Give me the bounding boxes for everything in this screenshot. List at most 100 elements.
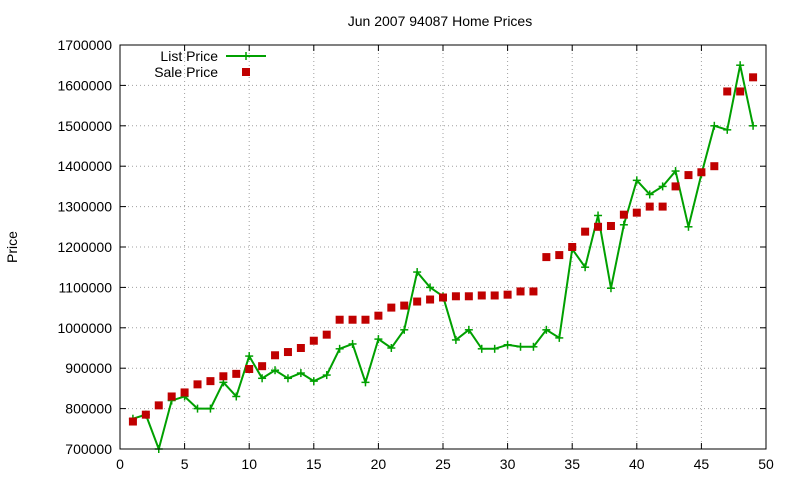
x-tick-label: 30 xyxy=(500,456,516,472)
data-point xyxy=(581,227,590,236)
data-point xyxy=(387,344,396,352)
grid-lines xyxy=(120,45,766,449)
data-point xyxy=(400,301,409,310)
data-point xyxy=(242,52,250,60)
axis-ticks: 0 5 10 15 20 25 30 35 40 45 50 700000 800000 900000 10… xyxy=(57,37,774,472)
data-point xyxy=(128,417,137,426)
legend-label: Sale Price xyxy=(154,64,218,80)
data-point xyxy=(374,335,383,344)
y-tick-label: 1100000 xyxy=(59,279,113,295)
data-point xyxy=(258,362,267,371)
data-point xyxy=(206,404,215,413)
data-point xyxy=(245,365,254,374)
data-point xyxy=(258,374,267,383)
data-point xyxy=(309,336,318,345)
data-point xyxy=(503,290,512,299)
data-point xyxy=(710,121,719,130)
data-point xyxy=(529,287,538,296)
data-point xyxy=(451,292,460,301)
data-point xyxy=(232,369,241,378)
legend-swatch xyxy=(242,68,250,76)
data-point xyxy=(374,311,383,320)
data-point xyxy=(529,342,538,351)
data-point xyxy=(490,291,499,300)
x-tick-label: 0 xyxy=(116,456,124,472)
data-point xyxy=(180,388,189,397)
data-point xyxy=(219,372,228,381)
data-point xyxy=(697,168,706,177)
data-point xyxy=(477,344,486,353)
y-tick-label: 1600000 xyxy=(57,77,112,93)
data-point xyxy=(451,335,460,344)
data-point xyxy=(232,392,241,401)
data-point xyxy=(426,295,435,304)
data-point xyxy=(684,171,693,180)
data-point xyxy=(387,303,396,312)
data-point xyxy=(193,404,202,413)
data-point xyxy=(245,352,254,361)
data-point xyxy=(723,125,732,134)
data-point xyxy=(632,176,641,185)
data-point xyxy=(671,182,680,191)
y-tick-label: 1000000 xyxy=(57,320,112,336)
data-point xyxy=(283,374,292,383)
data-point xyxy=(516,342,525,351)
data-point xyxy=(710,162,719,171)
data-point xyxy=(606,221,615,230)
data-point xyxy=(464,292,473,301)
data-point xyxy=(594,222,603,231)
data-point xyxy=(723,87,732,96)
data-point xyxy=(542,325,551,334)
data-point xyxy=(645,190,654,199)
x-tick-label: 50 xyxy=(758,456,774,472)
y-tick-label: 900000 xyxy=(65,360,112,376)
data-point xyxy=(749,121,758,130)
series-layer xyxy=(128,61,758,453)
data-point xyxy=(361,378,370,387)
data-point xyxy=(242,68,250,76)
data-point xyxy=(296,344,305,352)
data-point xyxy=(632,208,641,217)
legend-swatch xyxy=(226,52,266,60)
data-point xyxy=(503,340,512,349)
y-tick-label: 1400000 xyxy=(57,158,112,174)
data-point xyxy=(154,401,163,410)
data-point xyxy=(400,325,409,334)
data-point xyxy=(271,351,280,360)
y-tick-label: 1700000 xyxy=(57,37,112,53)
plot-frame xyxy=(119,44,767,450)
x-tick-label: 15 xyxy=(306,456,322,472)
data-point xyxy=(645,202,654,211)
data-point xyxy=(413,268,422,277)
data-point xyxy=(477,291,486,300)
data-point xyxy=(568,243,577,251)
data-point xyxy=(619,210,628,219)
data-point xyxy=(167,392,176,401)
data-point xyxy=(348,339,357,348)
data-point xyxy=(193,380,202,389)
x-tick-label: 20 xyxy=(371,456,387,472)
data-point xyxy=(439,293,447,302)
data-point xyxy=(335,315,344,324)
y-tick-label: 1300000 xyxy=(57,199,112,215)
data-point xyxy=(736,61,745,70)
data-point xyxy=(348,315,357,324)
data-point xyxy=(413,297,422,306)
legend-label: List Price xyxy=(160,48,218,64)
data-point xyxy=(322,330,331,339)
y-tick-label: 700000 xyxy=(65,441,112,457)
chart-title: Jun 2007 94087 Home Prices xyxy=(348,13,532,29)
data-point xyxy=(658,202,667,211)
x-tick-label: 25 xyxy=(435,456,451,472)
data-point xyxy=(206,377,215,386)
data-point xyxy=(283,348,292,357)
x-tick-label: 10 xyxy=(241,456,257,472)
y-tick-label: 1500000 xyxy=(57,118,112,134)
x-tick-label: 35 xyxy=(564,456,580,472)
data-point xyxy=(296,369,305,378)
data-point xyxy=(322,371,331,380)
data-point xyxy=(619,220,628,229)
data-point xyxy=(658,182,667,191)
data-point xyxy=(309,377,318,386)
